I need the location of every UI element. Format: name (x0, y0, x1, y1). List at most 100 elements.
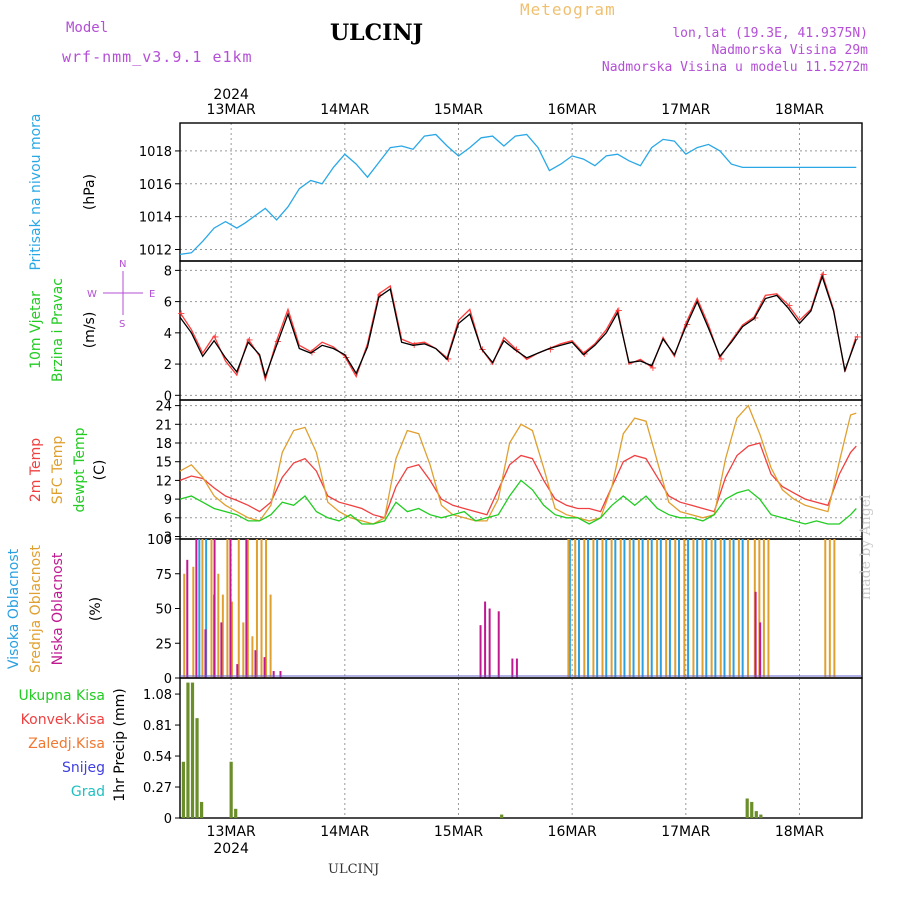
bar-3-1 (656, 539, 659, 678)
bar-4-0 (759, 814, 763, 818)
top-date-label: 14MAR (320, 102, 369, 118)
model-label: Model (66, 20, 109, 36)
panel-frame (179, 122, 863, 262)
bar-3-1 (737, 539, 740, 678)
y-tick-label: 0 (164, 672, 172, 687)
temp-2m-title: 2m Temp (28, 438, 44, 502)
bar-3-2 (195, 539, 198, 678)
bar-4-0 (500, 814, 504, 818)
bottom-date-label: 13MAR (207, 824, 256, 840)
cloud-high-title: Visoka Oblacnost (6, 548, 22, 669)
y-tick-label: 25 (155, 637, 172, 652)
series-line-1-0 (179, 271, 857, 383)
bar-3-1 (692, 539, 695, 678)
bar-3-0 (659, 539, 662, 678)
bar-3-1 (628, 539, 631, 678)
bar-3-0 (205, 539, 208, 678)
top-date-label: 17MAR (661, 102, 710, 118)
bar-3-1 (610, 539, 613, 678)
y-tick-label: 1014 (139, 211, 172, 226)
y-tick-label: 0.27 (143, 781, 172, 796)
bar-3-1 (221, 594, 224, 678)
bar-4-0 (754, 811, 758, 818)
y-tick-label: 9 (164, 493, 172, 508)
bottom-date-label: 15MAR (434, 824, 483, 840)
wind-point-marker: + (512, 344, 520, 355)
top-date-label: 15MAR (434, 102, 483, 118)
y-tick-label: 100 (147, 533, 172, 548)
cloud-low-title: Niska Oblacnost (50, 552, 66, 665)
model-name: wrf-nmm_v3.9.1 e1km (62, 48, 253, 66)
y-tick-label: 21 (155, 418, 172, 433)
y-tick-label: 1016 (139, 178, 172, 193)
y-tick-label: 1.08 (143, 688, 172, 703)
compass-n: N (119, 259, 126, 270)
bar-3-1 (828, 539, 831, 678)
model-elevation-label: Nadmorska Visina u modelu 11.5272m (601, 60, 868, 75)
y-tick-label: 0 (164, 389, 172, 404)
bar-3-1 (824, 539, 827, 678)
bar-3-0 (596, 539, 599, 678)
bottom-date-label: 17MAR (661, 824, 710, 840)
precip-legend-label: Ukupna Kisa (18, 688, 105, 704)
bar-4-0 (195, 718, 199, 818)
y-tick-label: 15 (155, 456, 172, 471)
bar-3-0 (568, 539, 571, 678)
bar-3-1 (246, 539, 249, 678)
top-date-label: 18MAR (775, 102, 824, 118)
top-date-label: 13MAR (207, 102, 256, 118)
bar-3-2 (245, 539, 248, 678)
bar-3-2 (213, 539, 216, 678)
bar-3-2 (272, 671, 275, 678)
bar-3-0 (198, 539, 201, 678)
series-line-2-2 (179, 479, 857, 525)
wind-point-marker: + (546, 344, 554, 355)
y-tick-label: 2 (164, 358, 172, 373)
y-tick-label: 1018 (139, 145, 172, 160)
bar-3-1 (728, 539, 731, 678)
bar-3-2 (754, 591, 757, 678)
wind-point-marker: + (785, 301, 793, 312)
footer-station: ULCINJ (328, 862, 380, 877)
station-title: ULCINJ (330, 20, 423, 46)
bar-3-2 (236, 664, 239, 678)
bar-3-1 (833, 539, 836, 678)
bar-3-1 (574, 539, 577, 678)
bar-3-2 (484, 601, 487, 678)
bar-3-1 (269, 594, 272, 678)
y-tick-label: 12 (155, 474, 172, 489)
bar-4-0 (750, 801, 754, 818)
y-tick-label: 0.81 (143, 719, 172, 734)
bar-3-1 (619, 539, 622, 678)
bar-3-1 (646, 539, 649, 678)
series-line-2-1 (179, 404, 857, 525)
bar-3-1 (237, 539, 240, 678)
bar-3-0 (605, 539, 608, 678)
y-tick-label: 0.54 (143, 750, 172, 765)
wind-point-marker: + (853, 332, 861, 343)
y-tick-label: 24 (155, 400, 172, 415)
bar-3-1 (217, 573, 220, 678)
wind-point-marker: + (308, 348, 316, 359)
bar-3-1 (665, 539, 668, 678)
bar-3-0 (650, 539, 653, 678)
y-tick-label: 4 (164, 327, 172, 342)
bar-3-1 (601, 539, 604, 678)
bar-4-0 (181, 761, 186, 818)
bottom-year-label: 2024 (213, 841, 249, 857)
bar-3-1 (226, 539, 229, 678)
bar-3-1 (683, 539, 686, 678)
credit-label: made by Angel (858, 494, 874, 601)
top-year-label: 2024 (213, 87, 249, 103)
bar-3-1 (265, 539, 268, 678)
bar-3-1 (230, 601, 233, 678)
wind-point-marker: + (177, 309, 185, 320)
bar-4-0 (186, 682, 190, 818)
bar-3-1 (583, 539, 586, 678)
pressure-unit: (hPa) (82, 174, 98, 210)
bar-3-1 (767, 539, 770, 678)
compass-w: W (87, 289, 97, 300)
wind-point-marker: + (751, 313, 759, 324)
precip-legend-label: Snijeg (62, 760, 105, 776)
wind-unit: (m/s) (82, 312, 98, 349)
